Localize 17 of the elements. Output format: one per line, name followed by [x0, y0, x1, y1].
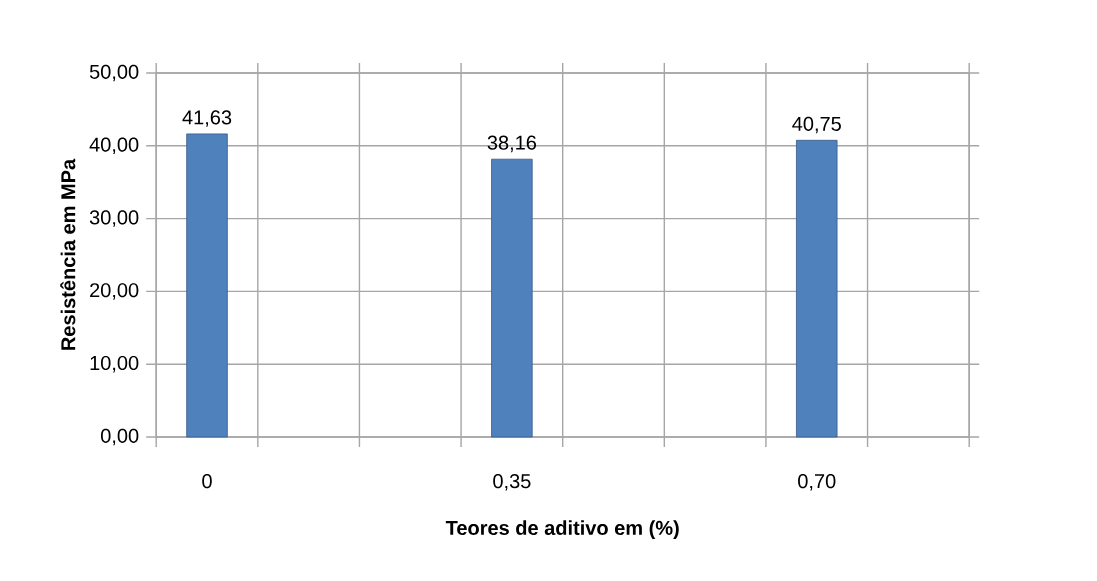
y-tick-label: 40,00	[89, 137, 139, 155]
bar	[491, 158, 533, 438]
y-tick-label: 30,00	[89, 210, 139, 227]
y-tick-label: 20,00	[90, 283, 139, 300]
x-tick-label: 0	[202, 474, 212, 489]
bar	[796, 139, 838, 438]
y-tick-label: 10,00	[90, 355, 139, 373]
data-label: 40,75	[792, 116, 841, 134]
x-tick-label: 0,35	[493, 474, 531, 491]
y-tick-label: 50,00	[89, 64, 139, 82]
y-tick-label: 0,00	[100, 428, 139, 446]
bar	[186, 133, 228, 438]
x-axis-title: Teores de aditivo em (%)	[445, 520, 679, 539]
x-tick-label: 0,70	[798, 474, 836, 491]
y-axis-title: Resistência em MPa	[60, 158, 76, 350]
data-label: 41,63	[182, 110, 232, 127]
data-label: 38,16	[487, 135, 537, 153]
